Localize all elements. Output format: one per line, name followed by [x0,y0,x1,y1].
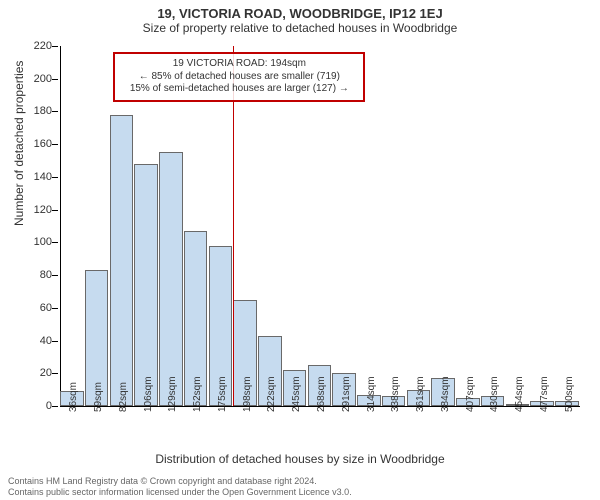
histogram-bar [134,164,158,406]
annotation-line: 19 VICTORIA ROAD: 194sqm [121,58,357,71]
y-tick [52,210,58,211]
y-tick [52,111,58,112]
title-sub: Size of property relative to detached ho… [0,21,600,39]
histogram-bar [110,115,134,406]
footer-line: Contains HM Land Registry data © Crown c… [8,476,352,487]
annotation-box: 19 VICTORIA ROAD: 194sqm← 85% of detache… [113,52,365,102]
y-tick-label: 140 [22,171,52,183]
y-tick-label: 180 [22,105,52,117]
y-tick [52,341,58,342]
y-tick [52,406,58,407]
y-tick [52,177,58,178]
y-tick [52,144,58,145]
y-tick [52,79,58,80]
histogram-bar [159,152,183,406]
y-tick [52,275,58,276]
chart-area: 02040608010012014016018020022036sqm59sqm… [60,46,580,406]
y-tick-label: 220 [22,40,52,52]
footer-attribution: Contains HM Land Registry data © Crown c… [8,476,352,498]
y-tick-label: 160 [22,138,52,150]
x-axis-label: Distribution of detached houses by size … [0,452,600,466]
y-tick-label: 20 [22,367,52,379]
y-tick [52,373,58,374]
y-tick-label: 120 [22,204,52,216]
title-main: 19, VICTORIA ROAD, WOODBRIDGE, IP12 1EJ [0,0,600,21]
plot-region: 02040608010012014016018020022036sqm59sqm… [60,46,580,407]
y-tick [52,308,58,309]
y-tick-label: 100 [22,236,52,248]
annotation-line: 15% of semi-detached houses are larger (… [121,83,357,96]
y-tick [52,46,58,47]
y-tick [52,242,58,243]
y-tick-label: 200 [22,73,52,85]
y-axis-line [60,46,61,406]
footer-line: Contains public sector information licen… [8,487,352,498]
annotation-line: ← 85% of detached houses are smaller (71… [121,71,357,84]
y-tick-label: 60 [22,302,52,314]
y-tick-label: 80 [22,269,52,281]
y-tick-label: 0 [22,400,52,412]
figure: 19, VICTORIA ROAD, WOODBRIDGE, IP12 1EJ … [0,0,600,500]
y-tick-label: 40 [22,335,52,347]
